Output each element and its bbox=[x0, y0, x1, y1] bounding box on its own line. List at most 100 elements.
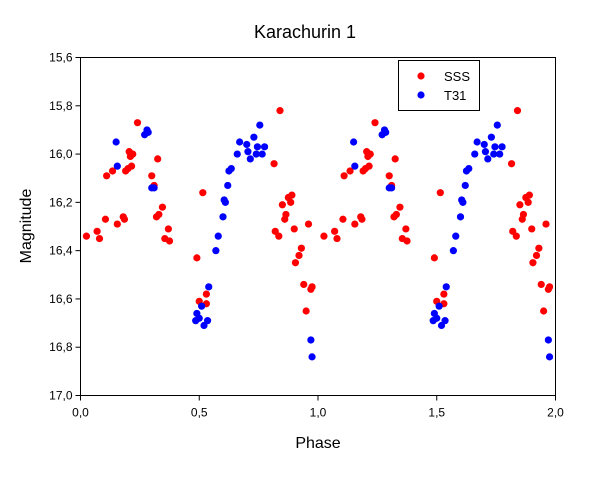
data-point-sss bbox=[529, 259, 537, 267]
data-point-sss bbox=[513, 107, 522, 115]
data-point-sss bbox=[291, 259, 300, 267]
y-tick-label: 15,6 bbox=[49, 51, 73, 65]
data-point-t31 bbox=[256, 121, 264, 129]
data-point-sss bbox=[340, 172, 348, 180]
data-point-sss bbox=[540, 307, 548, 315]
data-point-sss bbox=[402, 225, 410, 233]
data-point-sss bbox=[148, 172, 156, 180]
data-point-t31 bbox=[233, 150, 241, 158]
data-point-sss bbox=[165, 237, 174, 245]
data-point-sss bbox=[275, 232, 283, 240]
data-point-t31 bbox=[351, 162, 359, 170]
data-point-t31 bbox=[227, 164, 235, 173]
data-point-sss bbox=[82, 232, 91, 240]
data-point-t31 bbox=[236, 138, 244, 146]
data-point-sss bbox=[385, 172, 393, 180]
legend-label-sss: SSS bbox=[444, 69, 470, 84]
y-tick-label: 16,6 bbox=[49, 292, 73, 306]
data-point-sss bbox=[101, 215, 110, 223]
x-axis-label: Phase bbox=[295, 435, 340, 452]
data-point-sss bbox=[95, 234, 104, 243]
data-point-sss bbox=[403, 237, 411, 245]
x-tick-label: 1,5 bbox=[428, 406, 445, 420]
data-point-sss bbox=[202, 290, 210, 298]
data-point-sss bbox=[351, 220, 359, 228]
data-point-sss bbox=[308, 283, 316, 291]
data-point-sss bbox=[365, 162, 373, 170]
data-points bbox=[82, 107, 554, 361]
data-point-sss bbox=[331, 227, 339, 235]
data-point-t31 bbox=[250, 133, 258, 141]
data-point-t31 bbox=[433, 314, 441, 322]
data-point-t31 bbox=[113, 162, 121, 170]
data-point-t31 bbox=[224, 181, 232, 190]
data-point-sss bbox=[199, 189, 207, 197]
data-point-t31 bbox=[388, 184, 396, 192]
data-point-t31 bbox=[214, 232, 222, 240]
data-point-t31 bbox=[198, 302, 206, 310]
data-point-sss bbox=[278, 201, 286, 209]
data-point-t31 bbox=[246, 155, 254, 163]
data-point-sss bbox=[288, 191, 296, 199]
data-point-t31 bbox=[253, 143, 262, 151]
data-point-sss bbox=[276, 107, 284, 115]
data-point-t31 bbox=[205, 283, 213, 291]
data-point-sss bbox=[339, 215, 347, 223]
data-point-sss bbox=[304, 220, 313, 228]
legend-marker-sss bbox=[417, 72, 425, 80]
data-point-sss bbox=[302, 307, 310, 315]
series-sss bbox=[82, 107, 554, 315]
data-point-sss bbox=[525, 191, 533, 199]
data-point-sss bbox=[287, 198, 295, 206]
data-point-t31 bbox=[493, 121, 501, 129]
data-point-t31 bbox=[473, 138, 481, 146]
data-point-t31 bbox=[461, 181, 469, 190]
data-point-sss bbox=[133, 119, 142, 127]
data-point-sss bbox=[512, 232, 520, 240]
data-point-sss bbox=[430, 254, 438, 262]
data-point-sss bbox=[391, 155, 399, 163]
data-point-sss bbox=[358, 215, 366, 223]
data-point-t31 bbox=[260, 143, 269, 151]
data-point-sss bbox=[300, 280, 308, 289]
data-point-t31 bbox=[150, 184, 158, 192]
data-point-sss bbox=[392, 210, 400, 219]
data-point-sss bbox=[108, 167, 117, 175]
data-point-sss bbox=[524, 198, 532, 206]
data-point-sss bbox=[103, 172, 111, 180]
y-tick-label: 16,8 bbox=[49, 340, 73, 354]
data-point-t31 bbox=[449, 247, 457, 255]
data-point-sss bbox=[193, 254, 201, 262]
legend: SSS T31 bbox=[398, 60, 480, 111]
x-axis: 0,0 0,5 1,0 1,5 2,0 bbox=[72, 395, 564, 420]
x-tick-label: 1,0 bbox=[310, 406, 327, 420]
data-point-sss bbox=[282, 210, 290, 219]
series-t31 bbox=[112, 121, 554, 361]
data-point-sss bbox=[295, 251, 303, 260]
data-point-t31 bbox=[243, 140, 251, 149]
data-point-t31 bbox=[487, 133, 495, 141]
y-tick-label: 17,0 bbox=[49, 389, 73, 403]
data-point-sss bbox=[93, 227, 101, 235]
y-tick-label: 16,0 bbox=[49, 147, 73, 161]
data-point-t31 bbox=[144, 128, 152, 136]
data-point-sss bbox=[519, 210, 528, 219]
data-point-sss bbox=[320, 232, 328, 240]
data-point-sss bbox=[155, 210, 163, 219]
data-point-t31 bbox=[219, 213, 227, 221]
data-point-t31 bbox=[212, 247, 220, 255]
data-point-sss bbox=[542, 220, 550, 228]
data-point-sss bbox=[164, 225, 172, 233]
data-point-sss bbox=[270, 160, 278, 168]
data-point-t31 bbox=[491, 143, 499, 151]
data-point-t31 bbox=[484, 155, 492, 163]
data-point-t31 bbox=[498, 143, 506, 151]
chart-title: Karachurin 1 bbox=[254, 22, 356, 42]
x-tick-label: 2,0 bbox=[547, 406, 564, 420]
data-point-t31 bbox=[490, 150, 498, 158]
data-point-t31 bbox=[308, 353, 316, 361]
data-point-t31 bbox=[481, 148, 490, 156]
data-point-sss bbox=[537, 280, 545, 289]
data-point-t31 bbox=[195, 314, 203, 322]
